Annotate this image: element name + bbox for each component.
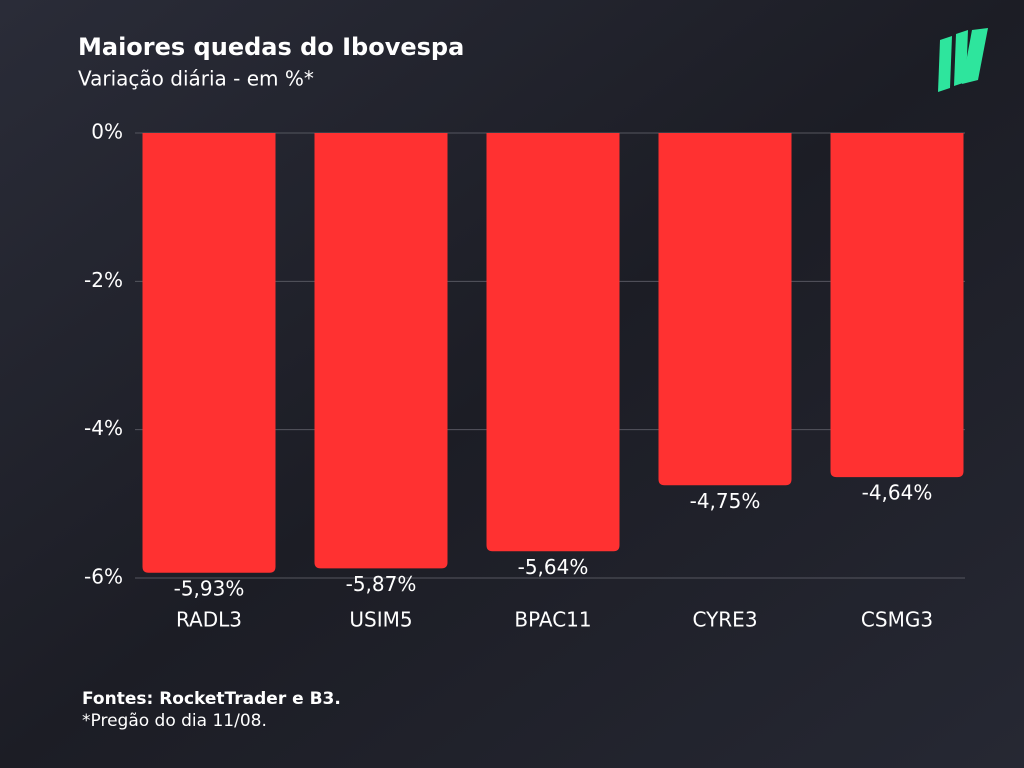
x-tick-label: USIM5	[349, 608, 412, 632]
value-label: -5,87%	[346, 572, 417, 596]
y-tick-label: -6%	[84, 565, 123, 589]
note: *Pregão do dia 11/08.	[82, 711, 267, 731]
value-label: -5,64%	[518, 555, 589, 579]
value-label: -4,64%	[862, 481, 933, 505]
logo	[938, 28, 988, 92]
x-tick-label: CSMG3	[861, 608, 933, 632]
bar	[658, 133, 792, 486]
y-tick-label: 0%	[91, 120, 123, 144]
value-label: -5,93%	[174, 576, 245, 600]
x-tick-label: CYRE3	[692, 608, 757, 632]
x-tick-label: BPAC11	[514, 608, 591, 632]
bar	[314, 133, 448, 569]
bar	[830, 133, 964, 478]
y-tick-label: -4%	[84, 416, 123, 440]
chart-subtitle: Variação diária - em %*	[78, 67, 314, 91]
value-label: -4,75%	[690, 489, 761, 513]
y-tick-label: -2%	[84, 268, 123, 292]
bar	[486, 133, 620, 552]
x-tick-label: RADL3	[176, 608, 242, 632]
chart-title: Maiores quedas do Ibovespa	[78, 33, 464, 61]
source: Fontes: RocketTrader e B3.	[82, 689, 341, 709]
bar	[142, 133, 276, 573]
